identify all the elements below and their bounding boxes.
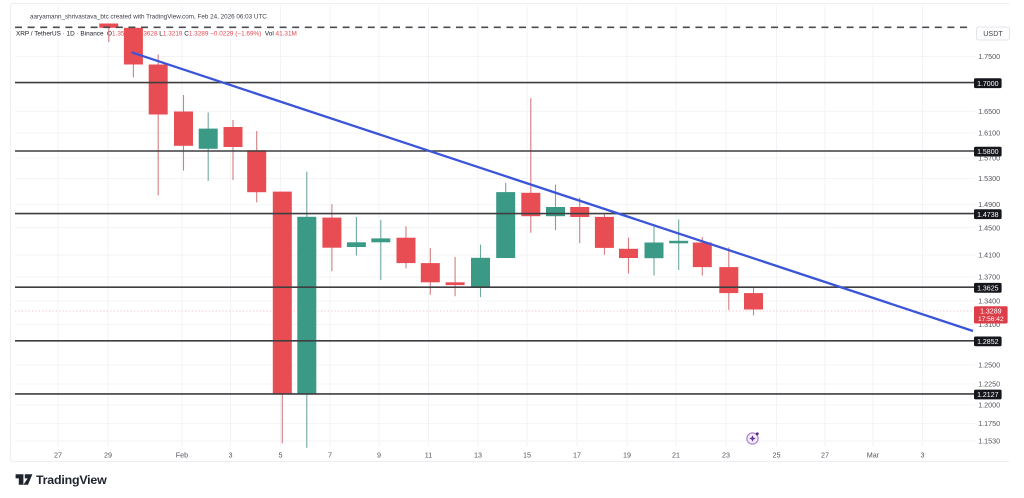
svg-text:3: 3 <box>921 451 925 460</box>
svg-text:27: 27 <box>821 451 829 460</box>
svg-text:29: 29 <box>104 451 112 460</box>
svg-text:1.5700: 1.5700 <box>978 154 1000 163</box>
svg-text:17: 17 <box>573 451 581 460</box>
svg-text:7: 7 <box>328 451 332 460</box>
svg-text:TradingView: TradingView <box>36 473 107 487</box>
svg-text:1.1750: 1.1750 <box>978 419 1000 428</box>
svg-text:1.2000: 1.2000 <box>978 401 1000 410</box>
svg-text:21: 21 <box>672 451 680 460</box>
svg-text:Mar: Mar <box>867 451 880 460</box>
svg-text:1.5800: 1.5800 <box>977 149 999 156</box>
svg-text:25: 25 <box>773 451 781 460</box>
svg-text:1.3289: 1.3289 <box>980 308 1002 315</box>
svg-text:USDT: USDT <box>983 29 1003 38</box>
svg-text:19: 19 <box>623 451 631 460</box>
svg-text:1.2852: 1.2852 <box>977 339 999 346</box>
svg-text:1.4900: 1.4900 <box>978 200 1000 209</box>
svg-text:1.2250: 1.2250 <box>978 380 1000 389</box>
svg-text:1.3700: 1.3700 <box>978 273 1000 282</box>
svg-text:13: 13 <box>474 451 482 460</box>
svg-text:1.1530: 1.1530 <box>978 437 1000 446</box>
svg-text:1.7500: 1.7500 <box>978 52 1000 61</box>
svg-text:23: 23 <box>722 451 730 460</box>
svg-text:3: 3 <box>229 451 233 460</box>
svg-text:1.3100: 1.3100 <box>978 320 1000 329</box>
svg-text:1.2127: 1.2127 <box>977 392 999 399</box>
svg-text:1.4500: 1.4500 <box>978 223 1000 232</box>
svg-text:1.5300: 1.5300 <box>978 174 1000 183</box>
svg-text:1.3400: 1.3400 <box>978 297 1000 306</box>
svg-text:1.4100: 1.4100 <box>978 251 1000 260</box>
svg-text:11: 11 <box>425 451 432 460</box>
svg-text:17:56:42: 17:56:42 <box>978 316 1004 323</box>
svg-text:1.6500: 1.6500 <box>978 107 1000 116</box>
svg-text:1.3625: 1.3625 <box>977 285 999 292</box>
svg-text:5: 5 <box>279 451 283 460</box>
svg-text:9: 9 <box>377 451 381 460</box>
svg-text:1.2500: 1.2500 <box>978 361 1000 370</box>
svg-text:1.7000: 1.7000 <box>977 81 999 88</box>
svg-text:15: 15 <box>523 451 531 460</box>
svg-text:1.6100: 1.6100 <box>978 129 1000 138</box>
svg-text:Feb: Feb <box>176 451 188 460</box>
svg-text:XRP / TetherUS · 1D · Binance: XRP / TetherUS · 1D · Binance O1.3518 H1… <box>16 31 297 38</box>
svg-text:aaryamann_shrivastava_btc crea: aaryamann_shrivastava_btc created with T… <box>30 14 267 21</box>
svg-text:27: 27 <box>54 451 62 460</box>
svg-text:1.4738: 1.4738 <box>977 212 999 219</box>
